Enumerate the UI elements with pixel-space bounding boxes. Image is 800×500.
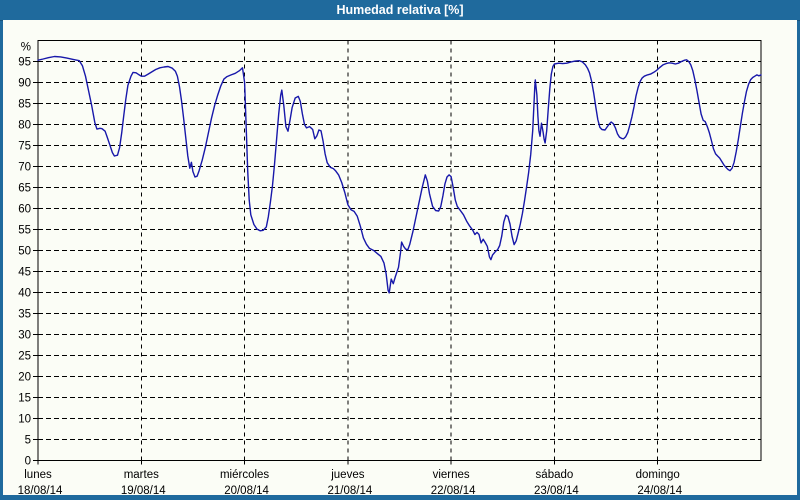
plot-border — [37, 39, 762, 462]
y-tick-label: 75 — [18, 141, 31, 153]
chart-panel: 0 5 10 15 20 25 30 35 40 45 50 55 60 65 70 75 80 85 90 95% l… — [3, 20, 797, 495]
title-bar: Humedad relativa [%] — [0, 0, 800, 21]
x-date-label: 20/08/14 — [224, 485, 269, 495]
y-tick-label: 70 — [18, 162, 31, 174]
y-tick-label: 85 — [18, 99, 31, 111]
x-date-label: 19/08/14 — [121, 485, 166, 495]
y-tick-label: 10 — [18, 414, 31, 426]
y-tick-label: 60 — [18, 204, 31, 216]
y-tick-label: 35 — [18, 309, 31, 321]
y-tick-label: 50 — [18, 246, 31, 258]
y-tick-label: 95 — [18, 57, 31, 69]
x-day-label: viernes — [433, 469, 470, 481]
x-day-label: miércoles — [220, 469, 269, 481]
x-day-label: jueves — [330, 469, 364, 481]
y-tick-label: 45 — [18, 267, 31, 279]
y-tick-label: 65 — [18, 183, 31, 195]
x-day-label: domingo — [636, 469, 680, 481]
y-tick-label: 20 — [18, 372, 31, 384]
y-tick-label: 25 — [18, 351, 31, 363]
y-tick-label: 15 — [18, 393, 31, 405]
y-tick-label: 55 — [18, 225, 31, 237]
chart-title: Humedad relativa [%] — [336, 3, 464, 17]
x-date-label: 24/08/14 — [637, 485, 682, 495]
x-day-label: martes — [124, 469, 159, 481]
y-tick-label: 5 — [25, 435, 31, 447]
y-tick-label: 40 — [18, 288, 31, 300]
y-tick-label: 0 — [25, 456, 31, 468]
series-line — [37, 55, 762, 294]
x-date-label: 22/08/14 — [431, 485, 476, 495]
y-tick-label: 90 — [18, 78, 31, 90]
x-date-label: 18/08/14 — [18, 485, 63, 495]
y-tick-label: 30 — [18, 330, 31, 342]
y-axis-unit-label: % — [21, 42, 31, 54]
x-day-label: lunes — [24, 469, 52, 481]
humidity-chart: 0 5 10 15 20 25 30 35 40 45 50 55 60 65 70 75 80 85 90 95% l… — [18, 39, 762, 495]
x-date-label: 21/08/14 — [327, 485, 372, 495]
y-tick-label: 80 — [18, 120, 31, 132]
x-day-label: sábado — [536, 469, 574, 481]
x-date-label: 23/08/14 — [534, 485, 579, 495]
